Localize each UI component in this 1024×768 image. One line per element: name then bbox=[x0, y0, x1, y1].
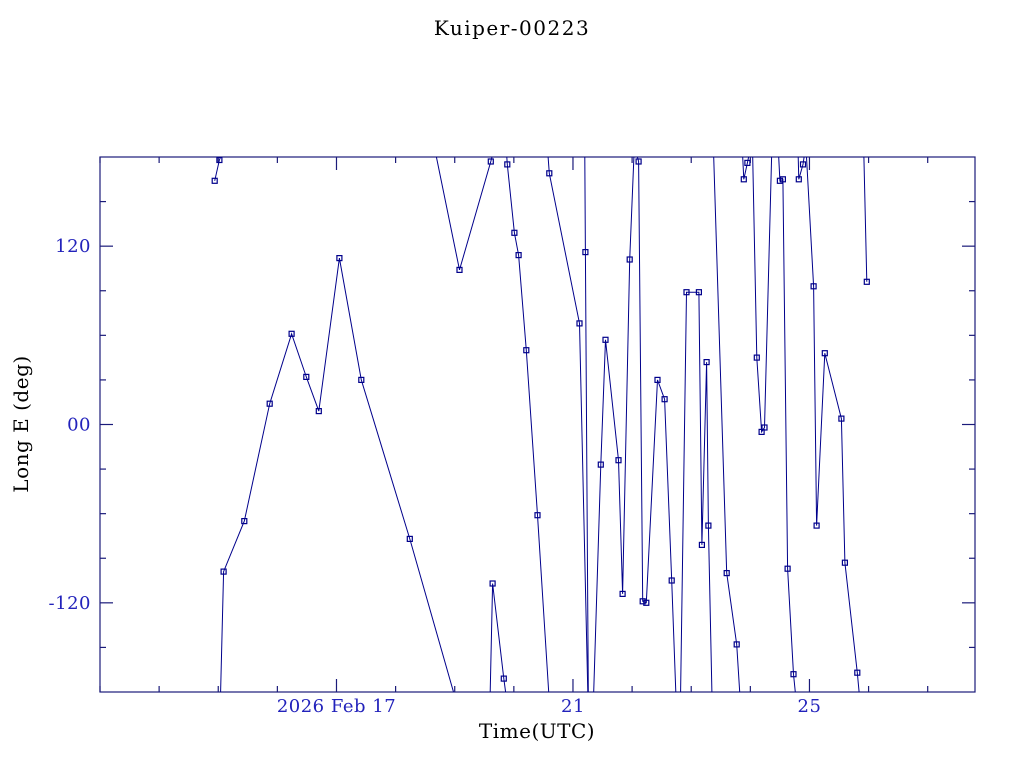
data-marker bbox=[211, 177, 218, 184]
y-tick-label: 120 bbox=[55, 236, 91, 257]
data-marker bbox=[810, 283, 817, 290]
data-marker bbox=[753, 354, 760, 361]
data-marker bbox=[813, 522, 820, 529]
data-marker bbox=[733, 641, 740, 648]
data-marker bbox=[511, 229, 518, 236]
data-marker bbox=[795, 176, 802, 183]
chart-title: Kuiper-00223 bbox=[433, 16, 591, 40]
data-marker bbox=[619, 590, 626, 598]
data-marker bbox=[723, 569, 730, 577]
x-tick-label: 21 bbox=[561, 696, 585, 717]
data-marker bbox=[515, 252, 522, 259]
data-marker bbox=[698, 541, 706, 549]
data-marker bbox=[489, 580, 496, 587]
x-tick-label: 25 bbox=[798, 696, 822, 717]
data-marker bbox=[303, 373, 310, 380]
data-marker bbox=[615, 457, 622, 464]
data-segment bbox=[220, 258, 454, 692]
data-marker bbox=[456, 266, 463, 273]
data-marker bbox=[744, 159, 751, 166]
data-segment bbox=[713, 157, 741, 692]
data-marker bbox=[863, 278, 870, 285]
data-marker bbox=[597, 461, 604, 468]
data-marker bbox=[784, 565, 791, 572]
data-marker bbox=[288, 330, 295, 337]
data-marker bbox=[838, 415, 845, 422]
data-marker bbox=[626, 256, 633, 263]
plot-frame bbox=[99, 156, 976, 693]
data-marker bbox=[821, 350, 828, 357]
data-segment bbox=[806, 157, 860, 692]
data-marker bbox=[790, 671, 797, 678]
data-marker bbox=[216, 157, 223, 164]
x-axis-label: Time(UTC) bbox=[478, 719, 596, 743]
data-marker bbox=[504, 161, 511, 168]
data-marker bbox=[661, 396, 668, 403]
data-marker bbox=[500, 675, 507, 682]
y-axis-label: Long E (deg) bbox=[9, 355, 33, 493]
data-segment bbox=[863, 157, 868, 282]
data-segment bbox=[636, 157, 677, 692]
data-marker bbox=[761, 424, 768, 431]
data-marker bbox=[703, 359, 710, 366]
data-marker bbox=[220, 568, 227, 575]
data-marker bbox=[487, 158, 494, 165]
data-marker bbox=[695, 289, 703, 296]
data-marker bbox=[740, 176, 747, 183]
data-marker bbox=[668, 577, 675, 584]
data-marker bbox=[266, 400, 273, 407]
data-marker bbox=[523, 347, 530, 354]
data-marker bbox=[639, 598, 646, 605]
data-segment bbox=[506, 157, 550, 692]
data-marker bbox=[643, 599, 650, 606]
data-segment bbox=[752, 157, 773, 434]
data-segment bbox=[593, 157, 635, 692]
data-marker bbox=[779, 176, 787, 183]
data-marker bbox=[683, 289, 690, 296]
data-marker bbox=[602, 336, 609, 343]
data-segment bbox=[489, 583, 507, 692]
data-marker bbox=[705, 522, 712, 529]
x-tick-label: 2026 Feb 17 bbox=[277, 696, 396, 717]
data-marker bbox=[841, 559, 849, 566]
data-segment bbox=[797, 157, 805, 180]
data-marker bbox=[799, 161, 807, 168]
data-marker bbox=[406, 535, 413, 543]
data-segment bbox=[435, 157, 493, 271]
data-marker bbox=[635, 158, 642, 165]
data-marker bbox=[336, 255, 343, 262]
data-segment bbox=[680, 291, 713, 692]
y-tick-label: 00 bbox=[67, 415, 91, 436]
data-marker bbox=[315, 408, 322, 415]
data-marker bbox=[546, 170, 553, 177]
y-tick-label: -120 bbox=[49, 593, 91, 614]
data-segment bbox=[778, 157, 796, 692]
data-marker bbox=[654, 376, 661, 383]
data-segment bbox=[584, 157, 589, 692]
data-segment bbox=[547, 157, 589, 692]
data-marker bbox=[241, 517, 248, 525]
data-marker bbox=[534, 512, 541, 519]
data-marker bbox=[854, 669, 861, 676]
data-marker bbox=[582, 249, 589, 256]
data-marker bbox=[358, 376, 365, 383]
data-layer bbox=[211, 157, 870, 692]
data-marker bbox=[576, 320, 583, 327]
